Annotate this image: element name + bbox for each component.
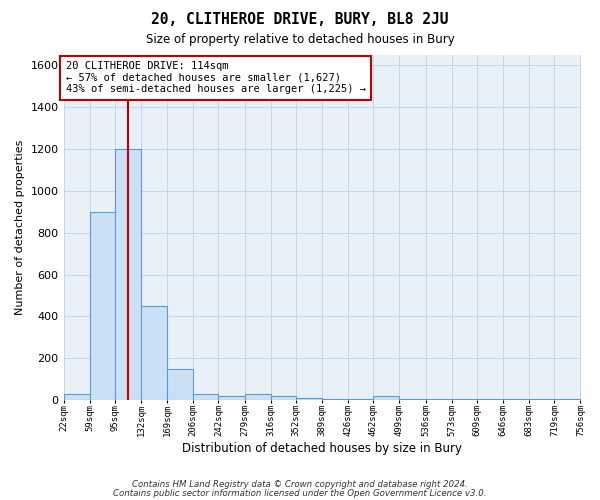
Bar bbox=[271, 396, 296, 400]
Bar bbox=[503, 399, 529, 400]
Bar bbox=[400, 399, 425, 400]
Bar bbox=[245, 394, 271, 400]
Bar bbox=[373, 396, 400, 400]
Bar bbox=[554, 399, 580, 400]
Bar bbox=[322, 399, 348, 400]
Bar bbox=[167, 368, 193, 400]
Bar bbox=[218, 396, 245, 400]
Text: 20, CLITHEROE DRIVE, BURY, BL8 2JU: 20, CLITHEROE DRIVE, BURY, BL8 2JU bbox=[151, 12, 449, 28]
Text: Contains HM Land Registry data © Crown copyright and database right 2024.: Contains HM Land Registry data © Crown c… bbox=[132, 480, 468, 489]
Bar bbox=[348, 399, 373, 400]
Text: Size of property relative to detached houses in Bury: Size of property relative to detached ho… bbox=[146, 32, 454, 46]
Bar bbox=[64, 394, 89, 400]
Text: 20 CLITHEROE DRIVE: 114sqm
← 57% of detached houses are smaller (1,627)
43% of s: 20 CLITHEROE DRIVE: 114sqm ← 57% of deta… bbox=[65, 62, 365, 94]
Bar bbox=[89, 212, 115, 400]
Bar bbox=[529, 399, 554, 400]
X-axis label: Distribution of detached houses by size in Bury: Distribution of detached houses by size … bbox=[182, 442, 462, 455]
Bar bbox=[452, 399, 477, 400]
Bar bbox=[477, 399, 503, 400]
Bar bbox=[193, 394, 218, 400]
Bar bbox=[115, 149, 141, 400]
Y-axis label: Number of detached properties: Number of detached properties bbox=[15, 140, 25, 315]
Bar bbox=[141, 306, 167, 400]
Bar bbox=[425, 399, 452, 400]
Bar bbox=[296, 398, 322, 400]
Text: Contains public sector information licensed under the Open Government Licence v3: Contains public sector information licen… bbox=[113, 488, 487, 498]
